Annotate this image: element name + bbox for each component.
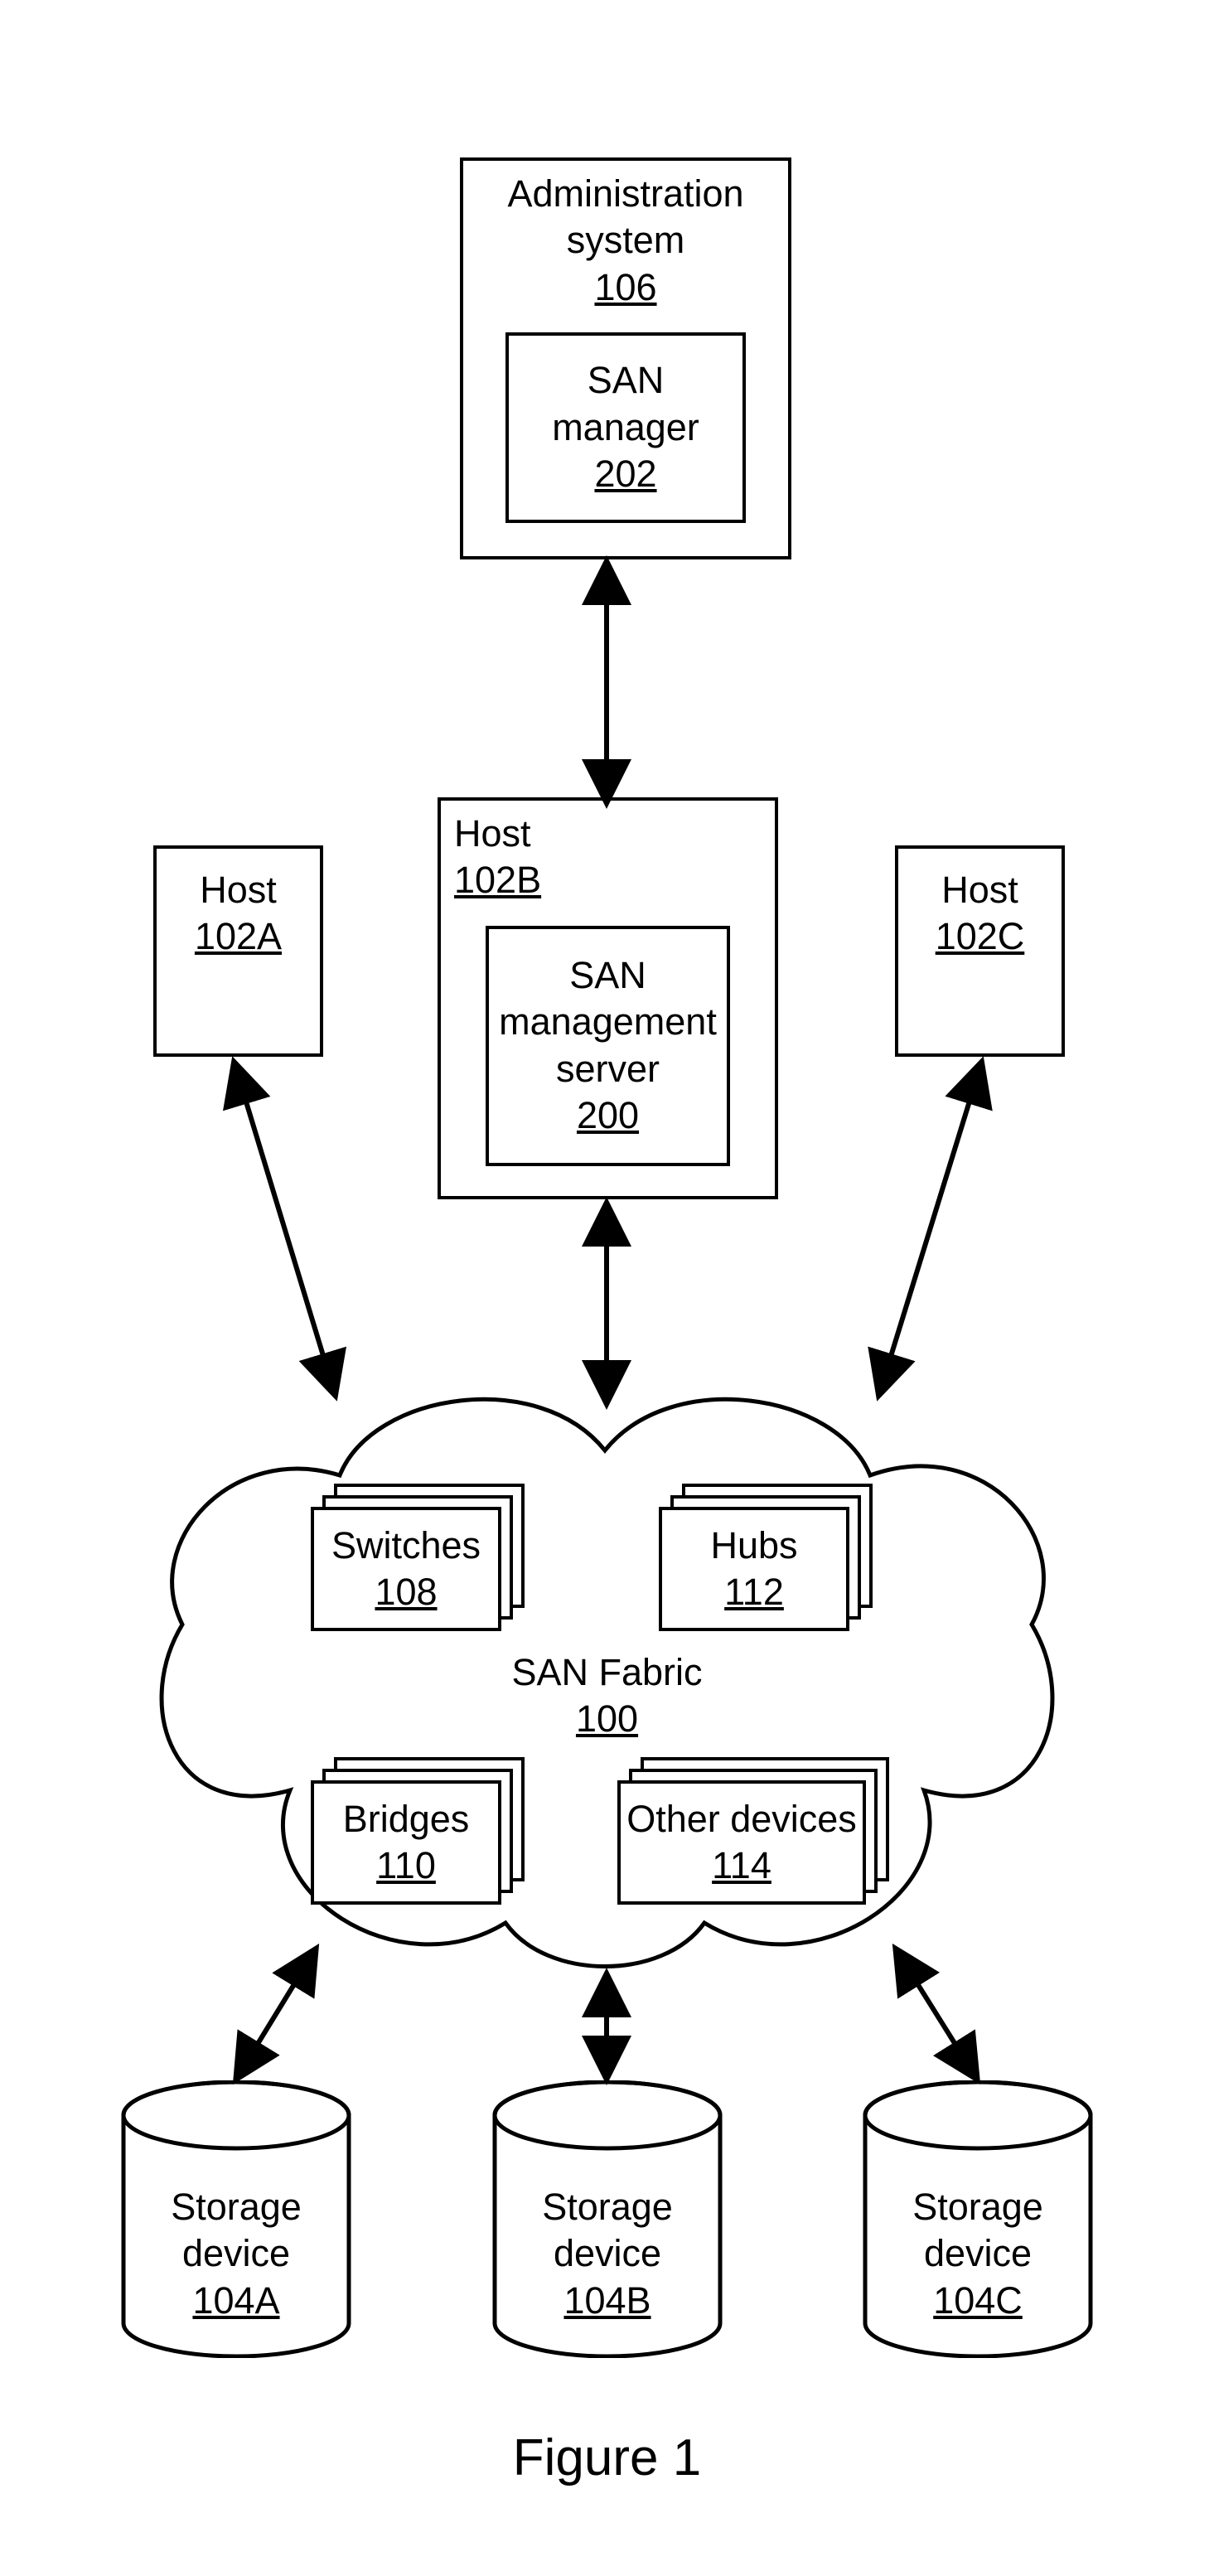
- figure-caption-text: Figure 1: [513, 2429, 701, 2486]
- arrow-fabric-to-storageC: [895, 1948, 978, 2080]
- diagram-canvas: Administration system 106 SAN manager 20…: [0, 0, 1214, 2576]
- arrows-layer: [0, 0, 1214, 2576]
- arrow-fabric-to-storageA: [235, 1948, 317, 2080]
- figure-caption: Figure 1: [0, 2428, 1214, 2487]
- arrow-hostC-to-fabric: [878, 1061, 982, 1397]
- arrow-hostA-to-fabric: [234, 1061, 336, 1397]
